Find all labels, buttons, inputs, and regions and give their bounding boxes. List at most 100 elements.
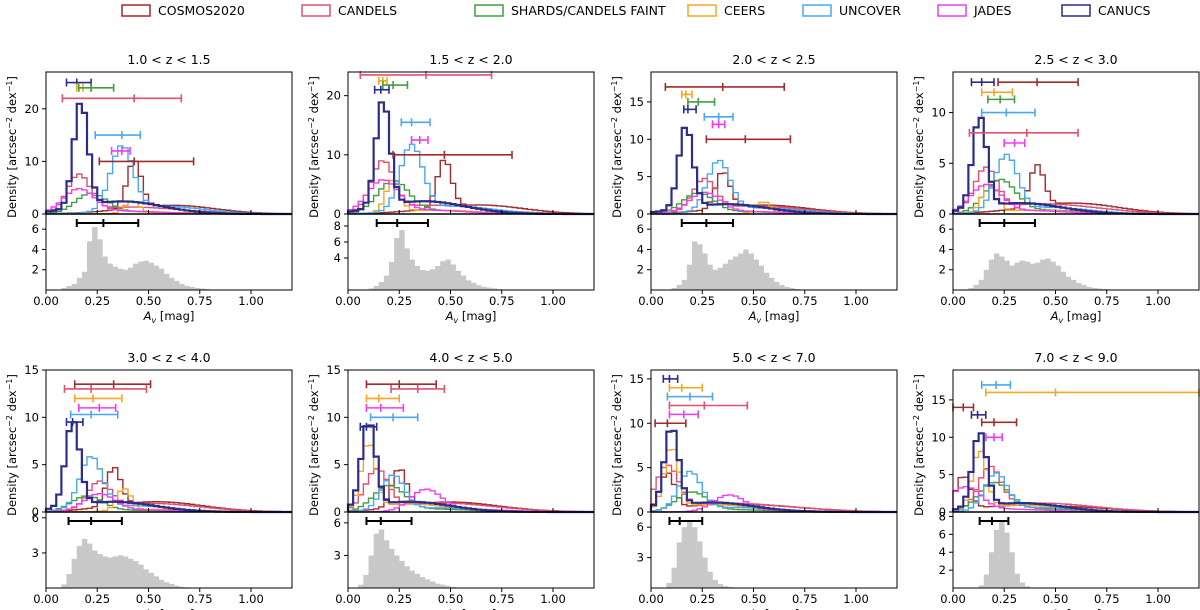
grey-bar — [179, 283, 185, 290]
errorbar — [410, 136, 429, 145]
grey-bar — [81, 538, 88, 588]
grey-bar — [968, 287, 974, 290]
xtick-label: 0.00 — [335, 294, 361, 308]
xtick-label: 0.25 — [689, 294, 715, 308]
overall-errorbar — [668, 517, 704, 525]
ytick-label: 10 — [931, 106, 946, 120]
top-axes-frame — [650, 71, 898, 215]
grey-bar — [1040, 259, 1046, 290]
x-axis-label: Av [mag] — [143, 309, 195, 325]
legend-swatch — [1061, 4, 1091, 17]
xtick-label: 0.75 — [489, 592, 515, 606]
bottom-axes-frame — [650, 511, 898, 589]
grey-bar — [97, 239, 103, 290]
legend-item: CANUCS — [1061, 3, 1151, 18]
legend-label: CANUCS — [1098, 3, 1151, 18]
xtick-label: 0.25 — [991, 592, 1017, 606]
grey-bar — [435, 583, 441, 588]
legend-label: SHARDS/CANDELS FAINT — [511, 3, 666, 18]
ytick-label: 0 — [32, 505, 39, 519]
grey-bar — [445, 585, 451, 588]
grey-bar — [994, 253, 1000, 290]
errorbar — [668, 410, 699, 419]
errorbar — [63, 384, 148, 393]
legend-swatch — [802, 4, 832, 17]
xtick-label: 0.25 — [84, 592, 110, 606]
grey-bar — [471, 282, 477, 290]
grey-bar — [1009, 552, 1015, 588]
grey-bar — [445, 259, 451, 290]
grey-bar — [399, 560, 405, 588]
grey-bar — [158, 579, 165, 588]
grey-bar — [758, 265, 765, 290]
errorbar — [984, 388, 1200, 397]
grey-bar — [174, 585, 180, 588]
errorbar — [666, 392, 714, 401]
grey-bar — [435, 266, 441, 290]
grey-bar — [378, 529, 385, 588]
errorbar — [662, 374, 679, 383]
ytick-label: 15 — [24, 363, 39, 377]
histogram-series — [347, 444, 594, 513]
xtick-label: 1.00 — [1145, 592, 1171, 606]
errorbar — [69, 410, 119, 419]
top-axes-frame — [45, 369, 293, 513]
legend-item: JADES — [937, 3, 1012, 18]
ytick-label: 20 — [326, 89, 341, 103]
grey-bar — [999, 256, 1005, 290]
grey-bar — [61, 584, 67, 588]
errorbar — [687, 97, 716, 106]
x-axis-label: Av [mag] — [1050, 309, 1102, 325]
xtick-label: 0.50 — [741, 592, 767, 606]
grey-bar — [204, 288, 211, 290]
ytick-label: 10 — [24, 154, 39, 168]
ytick-label: 0 — [32, 207, 39, 221]
grey-bar — [1096, 288, 1102, 290]
histogram-series — [45, 192, 292, 215]
xtick-label: 1.00 — [843, 294, 869, 308]
grey-bar — [1086, 286, 1092, 290]
errorbar — [984, 433, 1004, 442]
errorbar — [654, 419, 687, 428]
xtick-label: 0.00 — [638, 294, 664, 308]
grey-bar — [430, 581, 436, 588]
grey-bar — [697, 244, 703, 290]
panel-title: 1.0 < z < 1.5 — [127, 52, 210, 67]
grey-bar — [476, 285, 482, 290]
grey-bar — [779, 284, 785, 290]
grey-bar — [97, 554, 103, 588]
xtick-label: 1.00 — [1145, 294, 1171, 308]
grey-bar — [1091, 287, 1097, 290]
ytick-label: 6 — [637, 222, 644, 236]
errorbar — [668, 383, 704, 392]
grey-bar — [158, 268, 165, 290]
grey-bar — [373, 286, 380, 290]
grey-bar — [179, 586, 185, 588]
ytick-label: 15 — [629, 95, 644, 109]
y-axis-label: Density [arcsec−2 dex−1] — [610, 76, 624, 218]
grey-bar — [87, 241, 93, 290]
errorbar — [400, 118, 431, 127]
grey-bar — [419, 577, 426, 588]
grey-bar — [1065, 276, 1072, 290]
ytick-label: 5 — [637, 170, 644, 184]
xtick-label: 0.75 — [1094, 294, 1120, 308]
grey-bar — [973, 284, 979, 290]
grey-bar — [61, 287, 67, 290]
xtick-label: 0.50 — [741, 294, 767, 308]
y-axis-label: Density [arcsec−2 dex−1] — [307, 76, 321, 218]
grey-bar — [122, 269, 129, 290]
grey-bar — [712, 269, 718, 290]
ytick-label: 0 — [334, 207, 341, 221]
grey-bar — [373, 533, 380, 588]
grey-bar — [486, 287, 492, 290]
y-axis-label: Density [arcsec−2 dex−1] — [307, 374, 321, 516]
xtick-label: 0.00 — [940, 294, 966, 308]
ytick-label: 8 — [939, 509, 946, 523]
grey-bar — [1035, 262, 1041, 290]
legend-item: CEERS — [687, 3, 765, 18]
y-axis-label: Density [arcsec−2 dex−1] — [912, 76, 926, 218]
xtick-label: 0.50 — [1043, 592, 1069, 606]
bottom-axes-frame — [650, 213, 898, 291]
ytick-label: 4 — [637, 242, 644, 256]
